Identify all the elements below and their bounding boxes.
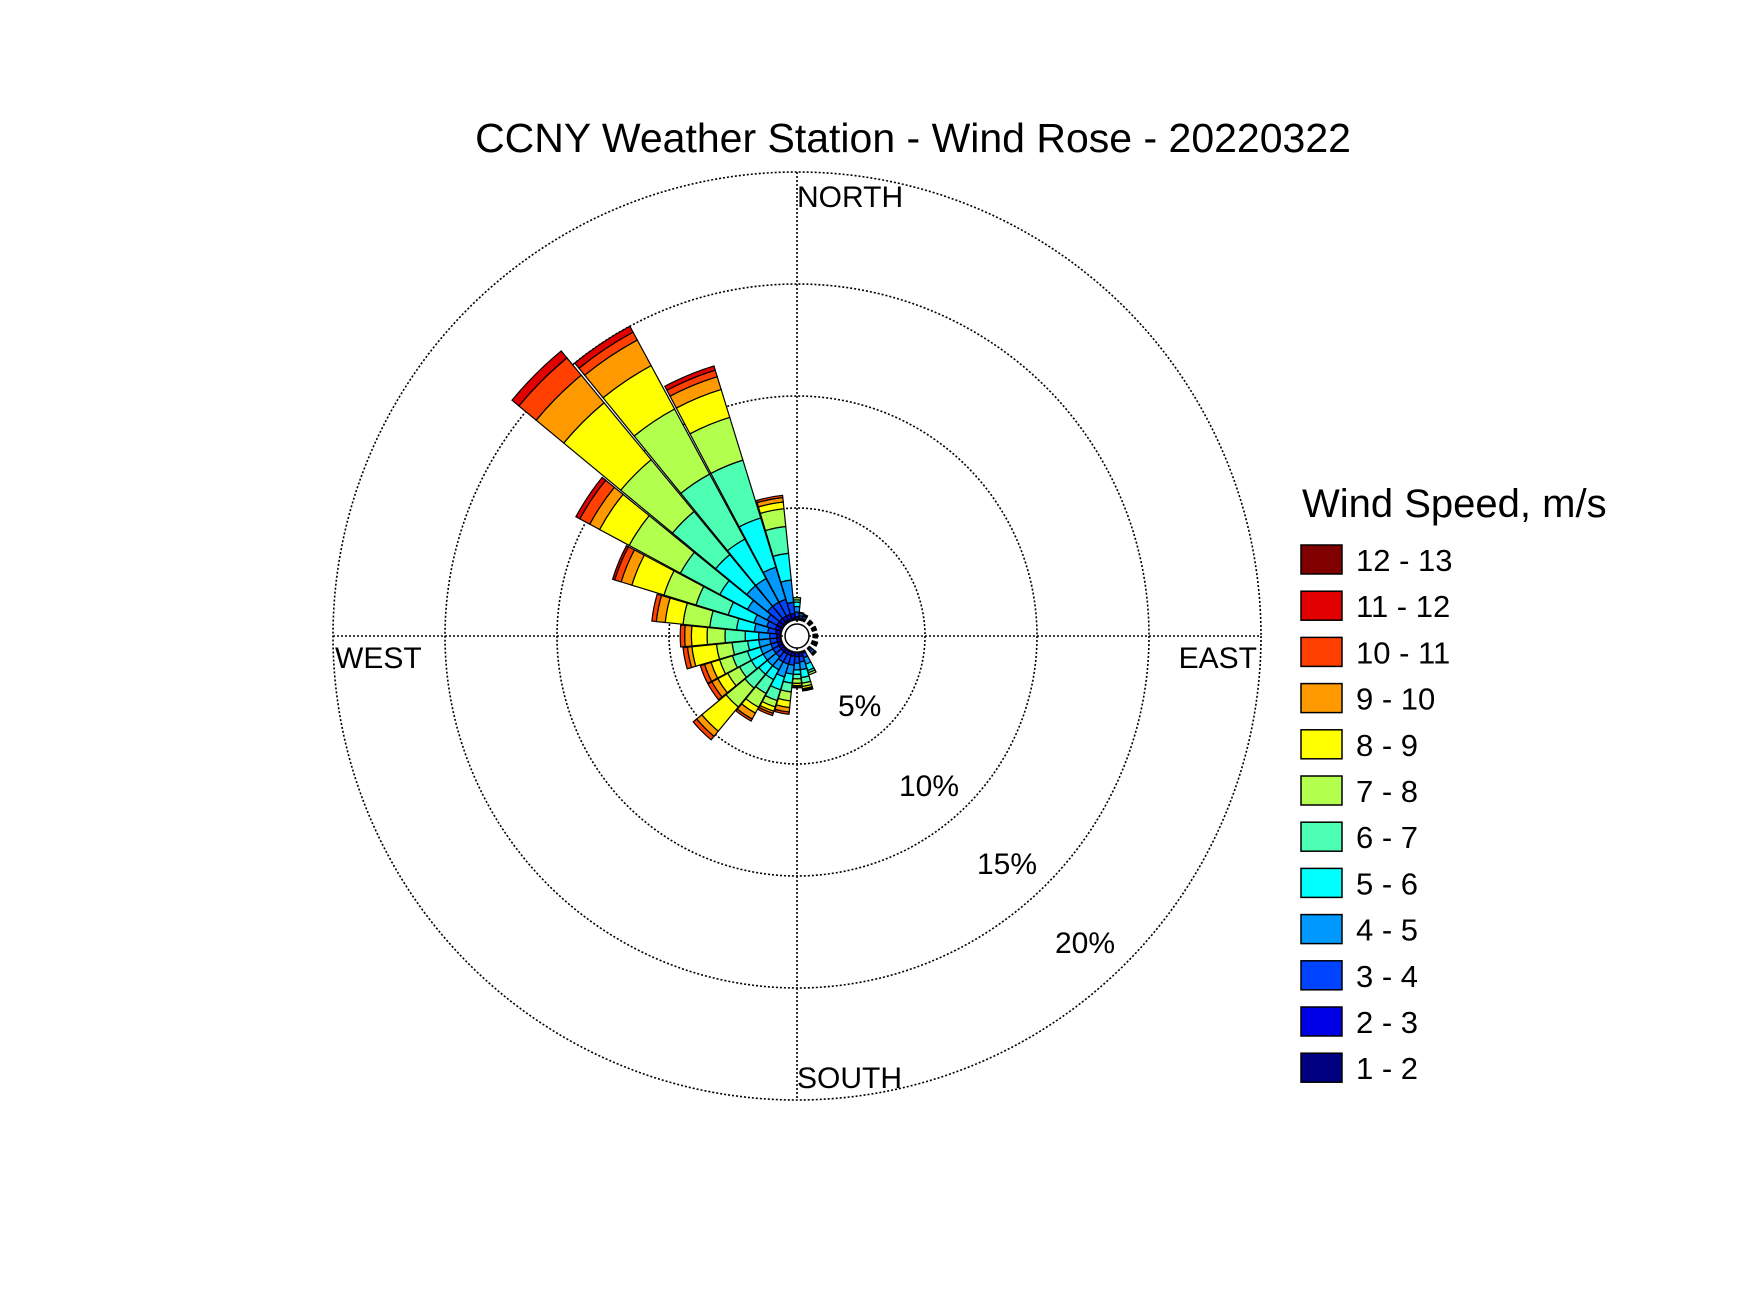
- rose-segment-18000-9: [791, 685, 803, 689]
- legend-label-11: 1 - 2: [1356, 1051, 1418, 1086]
- direction-label-east: EAST: [1179, 642, 1257, 675]
- rose-segment-32625-10: [573, 325, 634, 370]
- rose-segment-20250-9: [757, 706, 774, 717]
- radial-tick-label-15: 15%: [977, 848, 1037, 881]
- rose-segment-18000-3: [793, 662, 801, 671]
- chart-title: CCNY Weather Station - Wind Rose - 20220…: [475, 115, 1351, 161]
- rose-segment-27000-8: [684, 624, 693, 648]
- radial-tick-label-10: 10%: [899, 770, 959, 803]
- rose-segment-18000-4: [792, 669, 802, 676]
- rose-segment-31500-10: [511, 350, 568, 407]
- legend-swatch-0: [1300, 544, 1343, 575]
- rose-segment-11250-4: [814, 641, 819, 647]
- rose-segment-13500-5: [811, 650, 818, 657]
- legend-label-3: 9 - 10: [1356, 682, 1435, 717]
- rose-segment-25875-9: [682, 646, 693, 670]
- legend-label-10: 2 - 3: [1356, 1005, 1418, 1040]
- rose-segment-27000-6: [706, 626, 726, 646]
- legend-swatch-11: [1300, 1052, 1343, 1083]
- rose-segment-30375-10: [575, 476, 607, 520]
- legend-swatch-8: [1300, 913, 1343, 945]
- legend-swatch-5: [1300, 775, 1343, 806]
- legend-swatch-7: [1300, 867, 1343, 899]
- rose-segment-27000-9: [679, 624, 686, 648]
- legend-label-2: 10 - 11: [1356, 635, 1450, 670]
- radial-tick-label-5: 5%: [838, 690, 881, 723]
- legend-label-0: 12 - 13: [1356, 543, 1453, 578]
- rose-segment-16875-9: [801, 687, 814, 692]
- legend-label-9: 3 - 4: [1356, 959, 1418, 994]
- rose-segment-24750-9: [699, 663, 713, 685]
- rose-segment-0-3: [793, 605, 801, 613]
- rose-segment-0-6: [792, 596, 802, 601]
- rose-segment-21375-9: [735, 708, 753, 722]
- legend-swatch-6: [1300, 821, 1343, 852]
- legend-title: Wind Speed, m/s: [1302, 482, 1607, 526]
- legend-label-5: 7 - 8: [1356, 774, 1418, 809]
- legend-swatch-4: [1300, 729, 1343, 760]
- legend-label-7: 5 - 6: [1356, 866, 1418, 901]
- legend-swatch-10: [1300, 1006, 1343, 1037]
- direction-label-west: WEST: [335, 642, 422, 675]
- direction-label-north: NORTH: [797, 181, 903, 214]
- calm-center: [784, 623, 810, 649]
- rose-segment-34875-9: [755, 494, 784, 504]
- rose-segment-28125-9: [651, 593, 663, 623]
- legend-swatch-9: [1300, 960, 1343, 991]
- rose-segment-6750-3: [813, 625, 818, 632]
- rose-segment-27000-5: [724, 628, 747, 644]
- wind-rose-sectors: [511, 325, 819, 741]
- rose-segment-27000-7: [690, 625, 709, 647]
- rose-segment-27000-4: [744, 630, 760, 642]
- legend-swatch-1: [1300, 590, 1343, 621]
- rose-segment-19125-9: [773, 708, 790, 715]
- legend: Wind Speed, m/s 12 - 13 11 - 12 10 - 11 9 -…: [1300, 482, 1607, 1086]
- rose-segment-4500-3: [808, 619, 814, 625]
- legend-label-6: 6 - 7: [1356, 820, 1418, 855]
- rose-segment-29250-10: [611, 544, 630, 581]
- rose-segment-18000-5: [792, 673, 802, 680]
- direction-label-south: SOUTH: [797, 1062, 902, 1095]
- rose-segment-2250-4: [802, 613, 809, 618]
- legend-swatch-3: [1300, 682, 1343, 714]
- legend-label-1: 11 - 12: [1356, 589, 1450, 624]
- legend-label-4: 8 - 9: [1356, 728, 1418, 763]
- radial-tick-label-20: 20%: [1055, 927, 1115, 960]
- rose-segment-0-4: [793, 601, 801, 608]
- legend-swatch-2: [1300, 636, 1343, 668]
- rose-segment-33750-10: [663, 365, 716, 392]
- rose-segment-22500-9: [692, 718, 715, 741]
- rose-segment-1125-4: [798, 611, 805, 615]
- rose-segment-9000-3: [815, 633, 819, 639]
- rose-segment-23625-9: [707, 681, 723, 701]
- legend-label-8: 4 - 5: [1356, 913, 1418, 948]
